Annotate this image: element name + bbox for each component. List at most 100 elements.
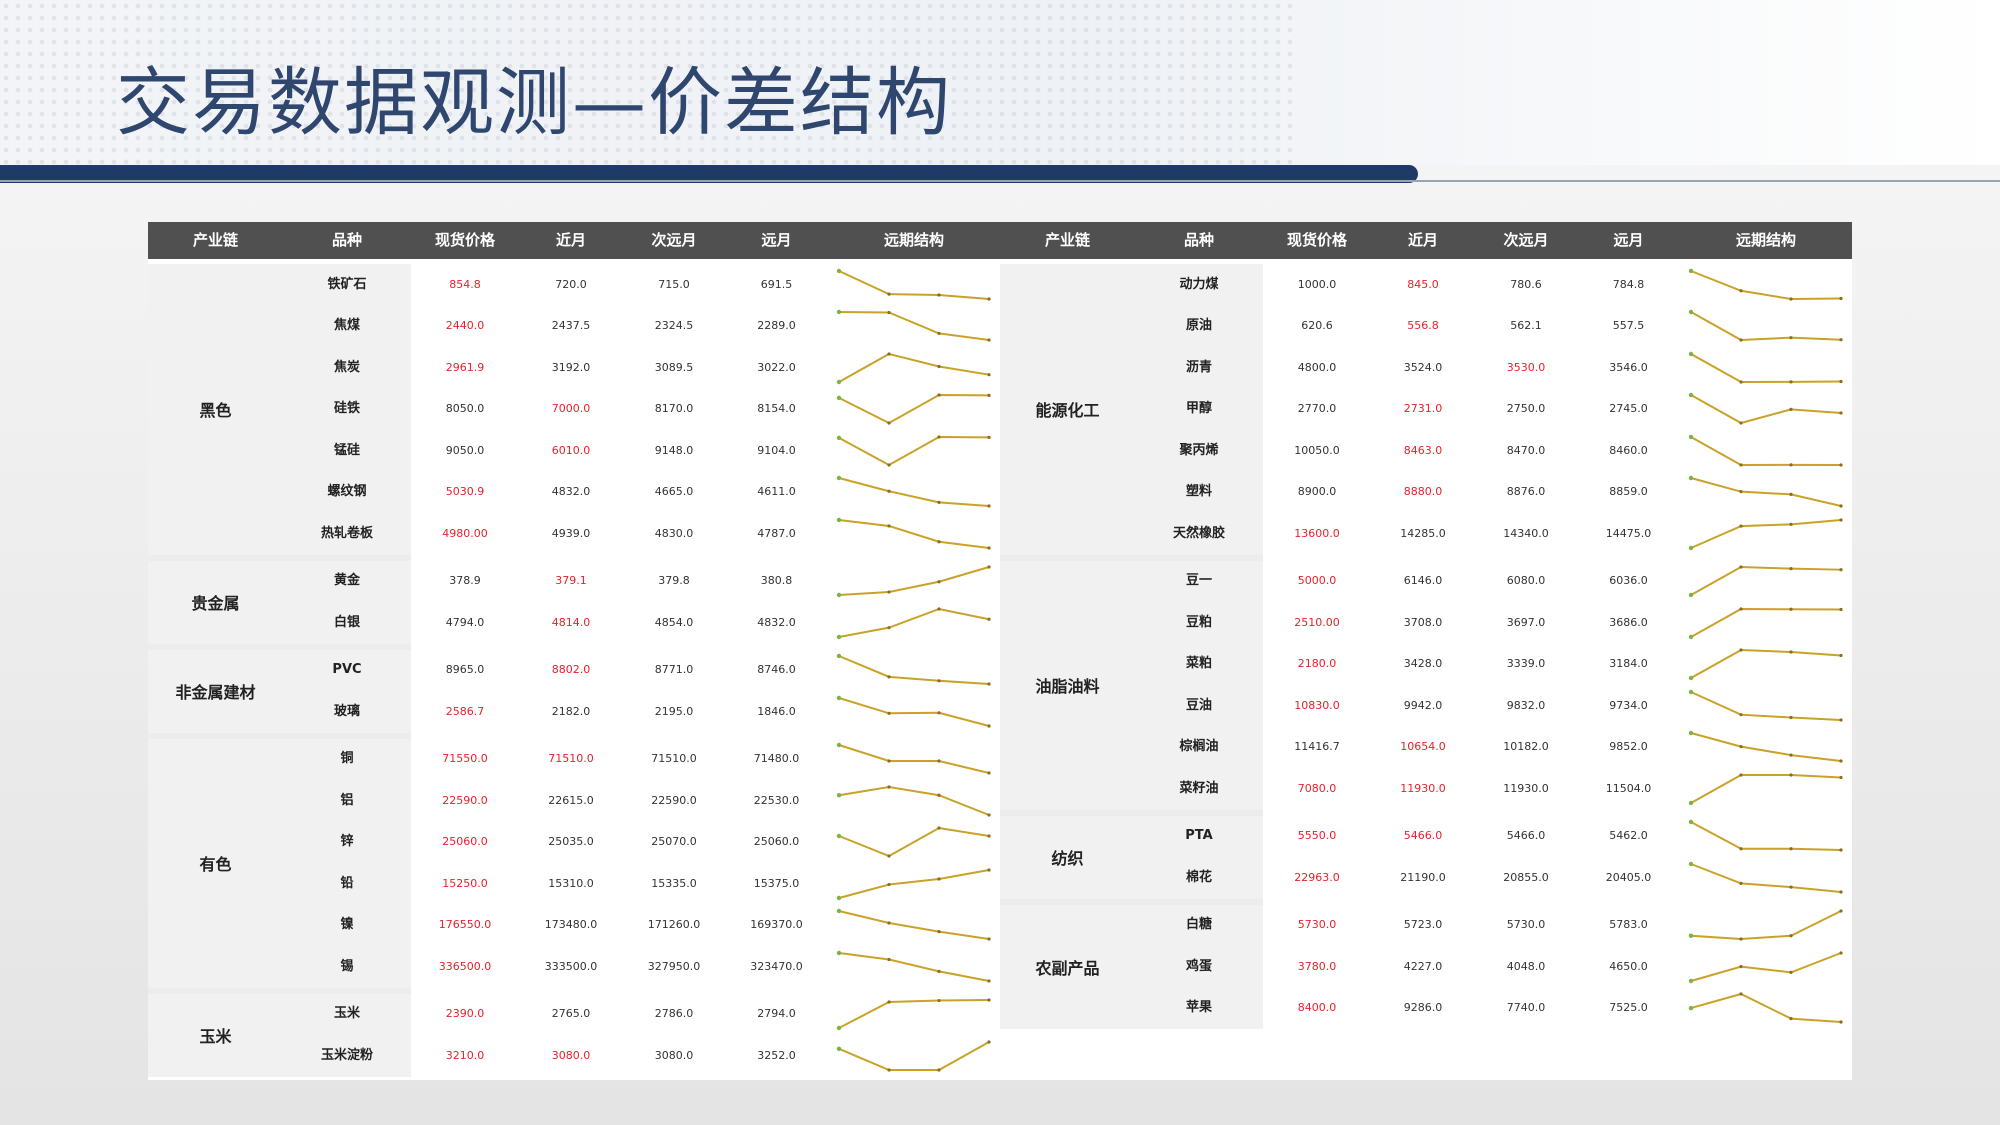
left-sparkline-point bbox=[937, 580, 941, 584]
right-price-cell: 20855.0 bbox=[1503, 870, 1549, 884]
left-price-cell: 15335.0 bbox=[651, 876, 697, 890]
left-name-col-bg bbox=[283, 738, 411, 988]
left-price-cell: 9148.0 bbox=[654, 443, 694, 457]
right-variety-name: 菜粕 bbox=[1185, 656, 1212, 672]
left-sparkline-point bbox=[836, 1046, 842, 1051]
right-group-separator bbox=[1000, 898, 1263, 905]
right-sparkline-point bbox=[1789, 522, 1793, 526]
left-sparkline-point bbox=[836, 395, 842, 401]
left-price-cell: 2765.0 bbox=[551, 1007, 591, 1021]
left-sparkline-point bbox=[937, 393, 941, 397]
left-sparkline-point bbox=[836, 634, 842, 639]
right-price-cell: 11504.0 bbox=[1605, 781, 1652, 795]
right-sparkline-point bbox=[1839, 759, 1843, 763]
left-price-cell: 2961.9 bbox=[445, 360, 485, 374]
right-variety-name: PTA bbox=[1185, 828, 1213, 844]
left-sparkline-point bbox=[836, 476, 842, 481]
left-variety-name: PVC bbox=[332, 662, 362, 678]
left-sparkline-point bbox=[987, 868, 991, 872]
left-price-cell: 4611.0 bbox=[757, 485, 796, 499]
left-variety-name: 玉米淀粉 bbox=[320, 1047, 373, 1063]
left-price-cell: 1846.0 bbox=[757, 704, 796, 718]
left-name-col-bg bbox=[283, 993, 411, 1077]
left-price-cell: 8154.0 bbox=[757, 402, 796, 416]
right-price-cell: 9832.0 bbox=[1506, 698, 1546, 712]
right-sparkline-point bbox=[1839, 718, 1843, 722]
left-group-bg bbox=[148, 264, 283, 555]
right-price-cell: 4650.0 bbox=[1609, 959, 1648, 973]
left-price-cell: 22530.0 bbox=[753, 793, 800, 807]
right-group-bg bbox=[1000, 560, 1135, 810]
right-sparkline-point bbox=[1688, 634, 1694, 639]
right-group-separator bbox=[1000, 809, 1263, 816]
right-price-cell: 4800.0 bbox=[1297, 360, 1337, 374]
right-sparkline-point bbox=[1839, 338, 1843, 342]
left-price-cell: 4794.0 bbox=[445, 615, 485, 629]
right-forward-curve-sparkline bbox=[1688, 689, 1843, 722]
left-sparkline-point bbox=[836, 909, 842, 914]
left-price-cell: 379.1 bbox=[555, 574, 587, 588]
left-group-separator bbox=[148, 554, 411, 561]
left-forward-curve-sparkline bbox=[836, 743, 991, 775]
left-sparkline-line bbox=[838, 311, 990, 342]
left-sparkline-point bbox=[987, 435, 991, 439]
left-price-cell: 176550.0 bbox=[438, 918, 492, 932]
right-variety-name: 豆一 bbox=[1185, 573, 1212, 589]
left-group-label: 贵金属 bbox=[191, 594, 240, 613]
left-sparkline-line bbox=[838, 951, 990, 982]
left-price-cell: 4854.0 bbox=[654, 615, 694, 629]
right-price-cell: 7740.0 bbox=[1506, 1001, 1546, 1015]
right-price-cell: 14475.0 bbox=[1605, 526, 1652, 540]
left-variety-name: 铁矿石 bbox=[327, 276, 367, 292]
left-sparkline-line bbox=[838, 868, 990, 899]
left-group-label: 玉米 bbox=[199, 1027, 232, 1046]
right-variety-name: 苹果 bbox=[1185, 1000, 1212, 1016]
right-sparkline-point bbox=[1839, 775, 1843, 779]
right-sparkline-point bbox=[1789, 970, 1793, 974]
left-price-cell: 4787.0 bbox=[757, 526, 796, 540]
right-name-col-bg bbox=[1135, 815, 1263, 899]
right-sparkline-line bbox=[1690, 910, 1842, 941]
left-sparkline-point bbox=[887, 759, 891, 763]
left-sparkline-line bbox=[838, 827, 990, 858]
right-price-cell: 2770.0 bbox=[1297, 402, 1337, 416]
left-price-cell: 8746.0 bbox=[757, 663, 796, 677]
right-sparkline-point bbox=[1789, 408, 1793, 412]
right-price-cell: 22963.0 bbox=[1294, 870, 1340, 884]
right-sparkline-point bbox=[1739, 565, 1743, 569]
left-sparkline-point bbox=[887, 489, 891, 494]
right-sparkline-point bbox=[1839, 909, 1843, 913]
right-sparkline-point bbox=[1688, 689, 1694, 694]
right-sparkline-point bbox=[1739, 964, 1743, 968]
left-sparkline-line bbox=[838, 518, 990, 549]
left-price-cell: 3089.5 bbox=[654, 360, 694, 374]
right-price-cell: 11930.0 bbox=[1400, 781, 1446, 795]
left-name-col-bg bbox=[283, 560, 411, 644]
left-variety-name: 铝 bbox=[340, 792, 354, 808]
right-price-cell: 3530.0 bbox=[1506, 360, 1546, 374]
right-sparkline-point bbox=[1739, 847, 1743, 851]
right-sparkline-point bbox=[1739, 524, 1743, 528]
left-price-cell: 25060.0 bbox=[753, 835, 800, 849]
left-group-bg bbox=[148, 738, 283, 988]
right-price-cell: 620.6 bbox=[1301, 319, 1333, 333]
right-price-cell: 9286.0 bbox=[1403, 1001, 1443, 1015]
left-sparkline-line bbox=[838, 785, 990, 816]
left-sparkline-point bbox=[987, 771, 991, 775]
page-title: 交易数据观测—价差结构 bbox=[116, 60, 952, 146]
right-sparkline-point bbox=[1839, 518, 1843, 522]
right-sparkline-point bbox=[1739, 992, 1743, 996]
right-variety-name: 棉花 bbox=[1185, 869, 1212, 885]
right-group-label: 油脂油料 bbox=[1035, 677, 1100, 696]
left-sparkline-point bbox=[987, 834, 991, 838]
right-sparkline-point bbox=[1839, 568, 1843, 572]
right-sparkline-point bbox=[1789, 650, 1793, 654]
left-name-col-bg bbox=[283, 649, 411, 733]
right-variety-name: 沥青 bbox=[1185, 359, 1212, 375]
right-forward-curve-sparkline bbox=[1688, 951, 1843, 983]
right-sparkline-point bbox=[1789, 493, 1793, 497]
right-variety-name: 白糖 bbox=[1185, 917, 1212, 933]
right-group-bg bbox=[1000, 904, 1135, 1029]
right-sparkline-point bbox=[1789, 773, 1793, 777]
right-variety-name: 豆油 bbox=[1185, 697, 1212, 713]
